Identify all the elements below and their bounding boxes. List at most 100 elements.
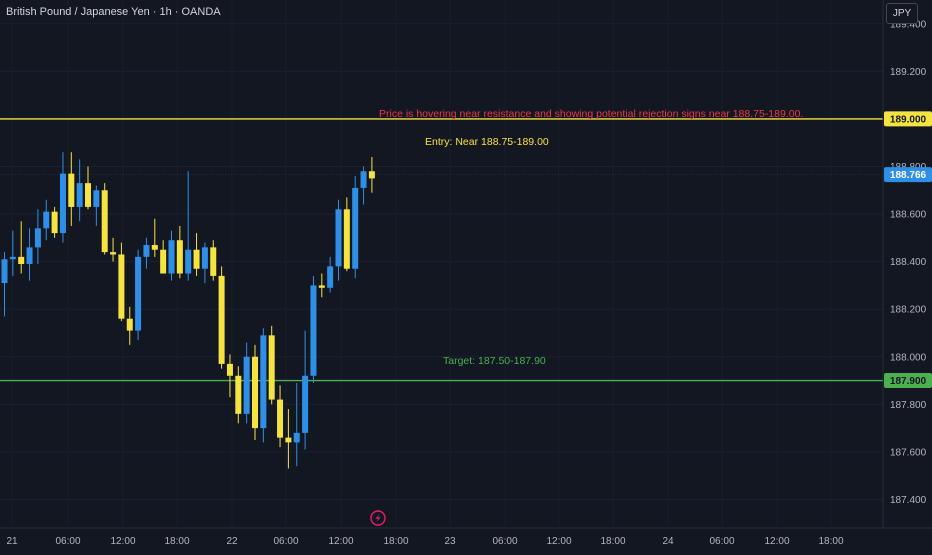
candle[interactable]: [168, 230, 175, 281]
candle-body: [302, 375, 309, 433]
candle-body: [101, 190, 108, 253]
candle[interactable]: [93, 185, 100, 226]
time-tick-label: 18:00: [164, 536, 189, 547]
candle-body: [285, 437, 292, 443]
candle[interactable]: [310, 275, 317, 383]
candle[interactable]: [218, 266, 225, 369]
candle[interactable]: [293, 382, 300, 467]
candle-body: [26, 247, 33, 264]
candle[interactable]: [193, 233, 200, 276]
candle[interactable]: [201, 242, 208, 284]
candle[interactable]: [285, 409, 292, 469]
candle[interactable]: [277, 385, 284, 448]
candle[interactable]: [1, 252, 8, 317]
candle[interactable]: [18, 221, 25, 274]
time-tick-label: 06:00: [709, 536, 734, 547]
candle[interactable]: [176, 225, 183, 279]
candle-body: [143, 244, 150, 257]
candle-body: [218, 275, 225, 364]
candle[interactable]: [226, 354, 233, 398]
candle[interactable]: [260, 328, 267, 443]
candle[interactable]: [26, 228, 33, 281]
time-tick-label: 18:00: [383, 536, 408, 547]
time-tick-label: 18:00: [600, 536, 625, 547]
candle-body: [135, 256, 142, 331]
candle-body: [59, 173, 66, 234]
time-tick-label: 12:00: [110, 536, 135, 547]
candle-body: [176, 240, 183, 274]
resistance-price-badge: [884, 111, 932, 127]
candle[interactable]: [43, 199, 50, 241]
candle[interactable]: [343, 197, 350, 272]
candle[interactable]: [252, 344, 258, 440]
price-axis[interactable]: 189.400189.200188.800188.600188.400188.2…: [882, 0, 932, 528]
candle[interactable]: [185, 171, 192, 281]
target-price-label: 187.900: [890, 376, 927, 387]
candle-body: [151, 244, 158, 250]
candle[interactable]: [302, 330, 309, 450]
candle-body: [327, 266, 334, 288]
candle[interactable]: [327, 256, 334, 293]
candle[interactable]: [76, 159, 83, 222]
current-price-badge: [884, 167, 932, 183]
candle-body: [76, 183, 83, 207]
candle[interactable]: [360, 166, 367, 205]
candle-body: [335, 209, 342, 267]
candle-body: [1, 259, 8, 284]
candle-body: [85, 183, 91, 207]
candle[interactable]: [151, 218, 158, 257]
time-tick-label: 24: [662, 536, 674, 547]
price-tick-label: 189.200: [890, 67, 927, 78]
time-tick-label: 18:00: [818, 536, 843, 547]
current-price-label: 188.766: [890, 170, 927, 181]
candle[interactable]: [34, 209, 41, 264]
candle-body: [360, 171, 367, 188]
candle-body: [51, 211, 58, 234]
candle[interactable]: [118, 242, 125, 322]
candle[interactable]: [368, 156, 375, 193]
price-tick-label: 187.800: [890, 400, 927, 411]
candle[interactable]: [243, 342, 250, 424]
candle[interactable]: [210, 240, 217, 281]
candle[interactable]: [318, 273, 325, 298]
candle-body: [43, 211, 50, 229]
candle-body: [118, 254, 125, 319]
time-tick-label: 06:00: [273, 536, 298, 547]
time-tick-label: 12:00: [328, 536, 353, 547]
price-tick-label: 188.000: [890, 352, 927, 363]
currency-button[interactable]: JPY: [886, 3, 918, 24]
candle[interactable]: [101, 183, 108, 255]
time-tick-label: 12:00: [764, 536, 789, 547]
candle-body: [243, 356, 250, 414]
candle[interactable]: [126, 306, 133, 345]
candle[interactable]: [160, 240, 167, 274]
candle-body: [9, 256, 16, 260]
candle[interactable]: [9, 230, 16, 276]
candle[interactable]: [85, 166, 91, 210]
rejection-annotation: Price is hovering near resistance and sh…: [379, 108, 803, 120]
candle-body: [201, 247, 208, 269]
price-tick-label: 188.200: [890, 305, 927, 316]
time-tick-label: 22: [226, 536, 238, 547]
candle[interactable]: [110, 237, 117, 262]
candle[interactable]: [59, 152, 66, 243]
candle[interactable]: [335, 199, 342, 281]
price-tick-label: 189.400: [890, 19, 927, 30]
candle-body: [268, 335, 275, 400]
lightning-icon[interactable]: [370, 510, 386, 526]
target-annotation: Target: 187.50-187.90: [443, 355, 546, 367]
time-axis[interactable]: 21 06:00 12:00 18:00 22 06:00 12:00 18:00 23 06:0…: [0, 527, 932, 547]
candle[interactable]: [235, 366, 242, 424]
candle[interactable]: [135, 249, 142, 341]
candle[interactable]: [268, 325, 275, 405]
candle-body: [93, 190, 100, 207]
candle[interactable]: [68, 152, 75, 226]
candles[interactable]: [1, 152, 375, 469]
candle[interactable]: [143, 237, 150, 269]
resistance-price-label: 189.000: [890, 114, 927, 125]
candle-body: [368, 171, 375, 179]
candle[interactable]: [352, 176, 359, 279]
candle[interactable]: [51, 206, 58, 238]
